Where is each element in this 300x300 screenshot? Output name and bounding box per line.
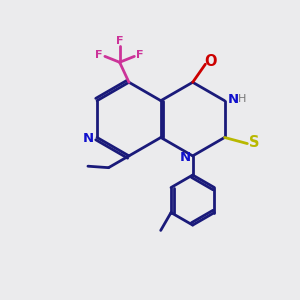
Text: S: S bbox=[248, 136, 259, 151]
Text: F: F bbox=[95, 50, 103, 60]
Text: O: O bbox=[204, 54, 217, 69]
Text: H: H bbox=[238, 94, 246, 104]
Text: F: F bbox=[136, 50, 144, 60]
Text: F: F bbox=[116, 36, 124, 46]
Text: N: N bbox=[180, 151, 191, 164]
Text: N: N bbox=[83, 133, 94, 146]
Text: N: N bbox=[228, 93, 239, 106]
